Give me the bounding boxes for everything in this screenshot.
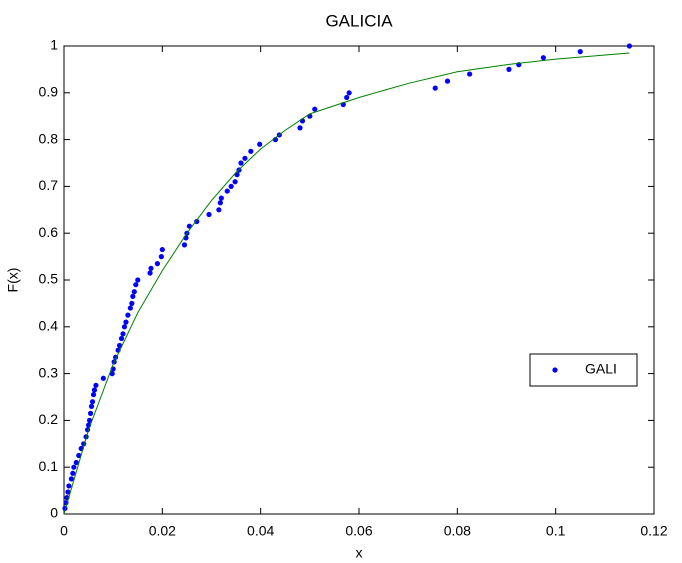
x-tick-label: 0.12 [640, 523, 667, 539]
x-tick-label: 0.08 [444, 523, 471, 539]
y-axis-label: F(x) [5, 268, 21, 293]
point [66, 483, 72, 489]
point [100, 375, 106, 381]
point [76, 452, 82, 459]
point [88, 403, 95, 409]
point [577, 49, 583, 55]
point [89, 399, 96, 405]
point [116, 342, 123, 349]
point [344, 94, 350, 101]
point [257, 141, 263, 147]
point [129, 300, 135, 306]
x-tick-label: 0 [60, 523, 68, 539]
y-tick-label: 0.6 [39, 224, 59, 240]
point [135, 277, 141, 283]
point [540, 55, 546, 61]
y-tick-label: 0.4 [39, 318, 59, 334]
point [90, 392, 97, 398]
legend-swatch [552, 367, 558, 373]
point [159, 246, 165, 253]
point [65, 489, 71, 495]
point [131, 289, 137, 295]
point [297, 125, 303, 131]
y-tick-label: 0.8 [39, 130, 59, 146]
y-tick-label: 1 [50, 37, 58, 53]
point [432, 85, 438, 91]
point [217, 200, 223, 206]
point [346, 90, 352, 96]
point [626, 43, 633, 49]
point [70, 470, 76, 476]
fit-line [63, 52, 630, 515]
point [206, 211, 212, 218]
point [444, 78, 451, 84]
point [238, 160, 244, 166]
x-tick-label: 0.04 [247, 523, 274, 539]
point [506, 66, 512, 72]
y-tick-label: 0.7 [39, 177, 59, 193]
y-tick-label: 0 [50, 505, 58, 521]
point [248, 148, 254, 154]
point [158, 254, 164, 260]
point [130, 293, 136, 299]
point [120, 331, 126, 337]
point [312, 106, 318, 112]
x-tick-label: 0.1 [546, 523, 566, 539]
point [68, 476, 74, 482]
point [121, 324, 128, 330]
x-tick-label: 0.06 [345, 523, 372, 539]
point [123, 319, 129, 325]
point [86, 417, 93, 423]
legend-box [529, 353, 638, 387]
point [218, 195, 224, 201]
point [194, 218, 200, 225]
point [467, 71, 473, 77]
point [224, 188, 230, 194]
point [91, 387, 98, 393]
point [228, 183, 234, 189]
point [216, 207, 222, 213]
point [148, 265, 154, 271]
y-tick-label: 0.3 [39, 364, 59, 380]
point [232, 179, 238, 185]
point [71, 464, 77, 470]
point [147, 270, 153, 276]
point [133, 282, 139, 288]
chart-title: GALICIA [325, 11, 393, 30]
point [125, 312, 131, 318]
y-tick-label: 0.5 [39, 271, 59, 287]
point [127, 305, 133, 311]
x-tick-label: 0.02 [149, 523, 176, 539]
y-tick-label: 0.1 [39, 458, 59, 474]
legend-label: GALI [585, 361, 617, 377]
y-tick-label: 0.9 [39, 84, 59, 100]
x-axis-label: x [356, 545, 363, 561]
point [109, 371, 115, 377]
point [73, 459, 79, 466]
point [154, 261, 161, 267]
y-tick-label: 0.2 [39, 411, 59, 427]
point [118, 335, 125, 342]
plot-area [63, 45, 655, 515]
point [181, 242, 188, 248]
point [87, 410, 94, 416]
point [242, 155, 248, 161]
point [93, 382, 99, 388]
